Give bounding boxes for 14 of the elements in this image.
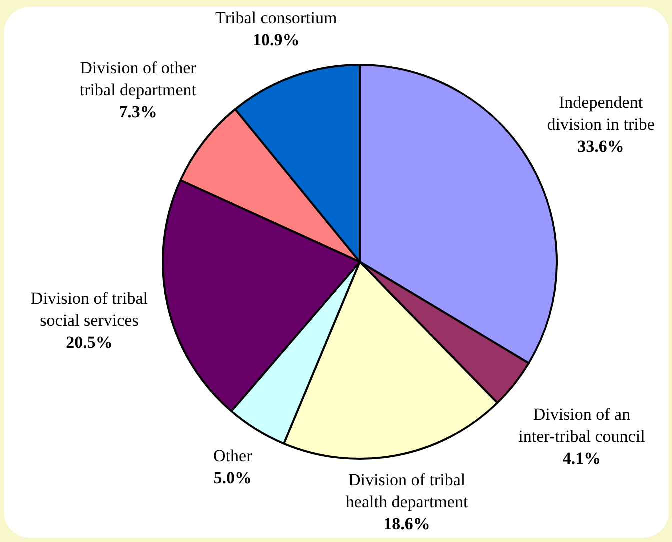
slice-label: Division of tribal social services	[30, 289, 148, 330]
data-label: 20.5%	[66, 332, 113, 352]
slice-label: Division of an inter-tribal council	[518, 405, 646, 446]
data-label: 10.9%	[253, 30, 300, 50]
slice-label: Division of other tribal department	[80, 58, 197, 100]
slice-label: Other	[214, 446, 253, 466]
data-label: 4.1%	[562, 448, 602, 468]
data-label: 5.0%	[214, 468, 252, 488]
data-label: 18.6%	[384, 514, 430, 534]
data-label: 33.6%	[578, 136, 624, 156]
slice-label: Independent division in tribe	[547, 92, 655, 134]
slice-label: Division of tribal health department	[346, 470, 468, 512]
data-label: 7.3%	[119, 102, 158, 122]
slice-label: Tribal consortium	[216, 8, 338, 28]
